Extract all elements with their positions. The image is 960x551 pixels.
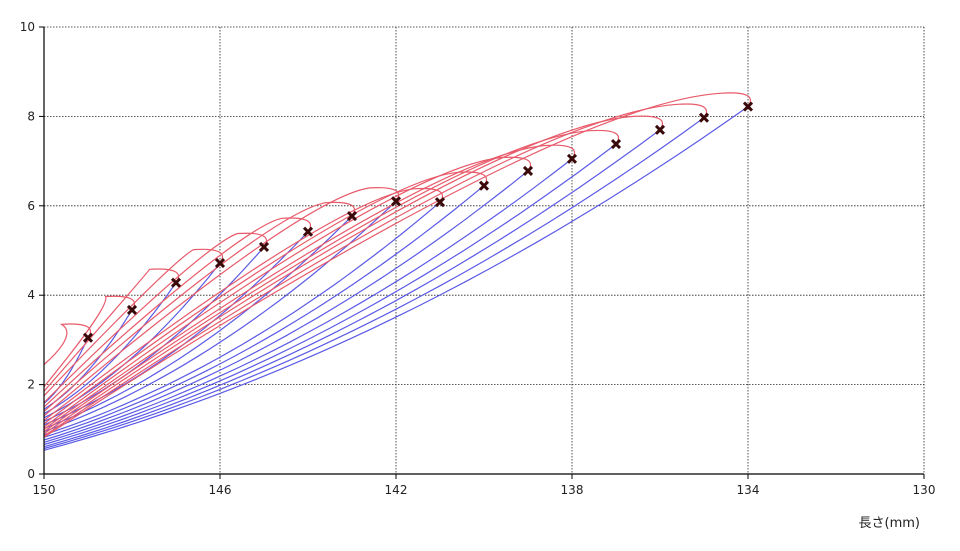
- return-curve: [43, 144, 576, 430]
- peak-marker: [566, 153, 578, 164]
- return-curve: [43, 268, 180, 392]
- compression-curve: [43, 201, 441, 436]
- y-tick-label: 2: [27, 378, 35, 392]
- return-curve: [43, 129, 620, 432]
- return-curve: [43, 103, 708, 437]
- peak-marker: [742, 101, 754, 112]
- peak-marker: [346, 211, 358, 222]
- return-curve: [43, 201, 356, 412]
- y-tick-label: 6: [27, 199, 35, 213]
- peak-marker: [610, 139, 622, 150]
- compression-curve: [43, 200, 397, 433]
- x-tick-label: 150: [33, 483, 56, 497]
- peak-marker: [214, 257, 226, 269]
- return-curve: [43, 217, 312, 408]
- plot-background: [44, 27, 924, 474]
- return-curve: [43, 232, 268, 403]
- compression-curve: [43, 185, 485, 438]
- compression-curve: [43, 282, 177, 415]
- return-curve: [43, 92, 752, 438]
- grid-lines: [44, 26, 925, 474]
- return-curve: [43, 187, 400, 417]
- peak-marker: [698, 112, 710, 123]
- x-axis-label: 長さ(mm): [859, 516, 920, 531]
- peak-marker: [258, 241, 270, 252]
- y-tick-label: 4: [27, 288, 35, 302]
- axes: [39, 26, 925, 479]
- compression-curve: [43, 117, 705, 450]
- series-layer: [43, 92, 752, 451]
- y-tick-labels: 0 2 4 6 8 10: [20, 20, 35, 481]
- compression-curve: [43, 337, 89, 404]
- y-tick-label: 10: [20, 20, 35, 34]
- peak-marker: [478, 180, 490, 191]
- peak-marker: [170, 277, 182, 288]
- compression-curve: [43, 143, 617, 446]
- x-tick-label: 142: [385, 483, 408, 497]
- peak-marker: [302, 226, 314, 237]
- compression-curve: [43, 170, 529, 441]
- peak-marker: [654, 124, 666, 135]
- peak-marker: [390, 196, 402, 207]
- peak-marker: [434, 197, 446, 208]
- return-curve: [43, 115, 664, 435]
- x-tick-label: 130: [913, 483, 936, 497]
- peak-marker: [522, 165, 534, 176]
- peak-marker: [82, 332, 94, 343]
- compression-curve: [43, 129, 661, 448]
- x-tick-label: 138: [561, 483, 584, 497]
- return-curve: [43, 248, 224, 397]
- x-tick-label: 134: [737, 483, 760, 497]
- y-tick-label: 0: [27, 467, 35, 481]
- x-tick-label: 146: [209, 483, 232, 497]
- return-curve: [43, 323, 92, 365]
- compression-curve: [43, 158, 573, 443]
- return-curve: [43, 295, 136, 388]
- y-tick-label: 8: [27, 109, 35, 123]
- peak-marker: [126, 304, 138, 316]
- peak-markers: [82, 101, 754, 343]
- compression-curve: [43, 106, 749, 451]
- compression-curve: [43, 215, 353, 429]
- x-tick-labels: 150 146 142 138 134 130: [33, 483, 936, 497]
- compression-curve: [43, 231, 309, 426]
